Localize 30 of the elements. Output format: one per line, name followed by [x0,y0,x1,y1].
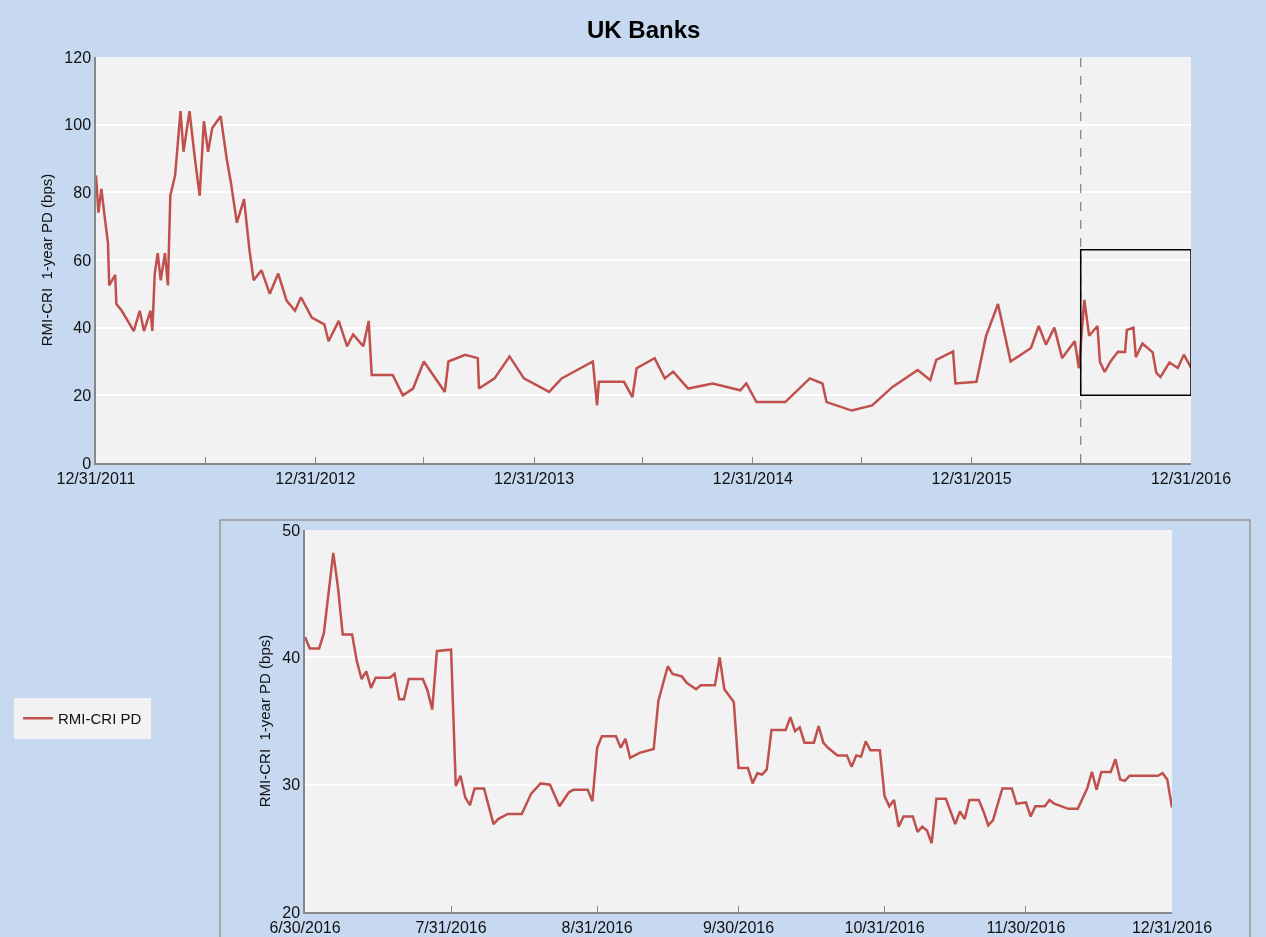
y-tick-label: 60 [73,251,92,269]
legend-label: RMI-CRI PD [58,710,142,728]
y-tick-label: 50 [282,521,301,539]
y-tick-label: 20 [73,386,92,404]
line-series [96,109,1191,412]
y-tick-label: 120 [64,48,92,66]
y-axis-title: RMI-CRI 1-year PD (bps) [256,634,273,808]
x-tick-label: 6/30/2016 [269,918,341,936]
y-tick-label: 80 [73,183,92,201]
chart-title: UK Banks [587,16,701,43]
x-tick-label: 12/31/2014 [712,469,794,487]
y-tick-label: 40 [73,319,92,337]
y-tick-label: 0 [82,454,92,472]
x-tick-label: 12/31/2015 [931,469,1012,487]
line-series [305,551,1172,845]
x-tick-label: 8/31/2016 [561,918,633,936]
x-tick-label: 9/30/2016 [702,918,775,936]
y-tick-label: 40 [282,648,301,666]
y-tick-label: 20 [282,903,301,921]
x-tick-label: 12/31/2012 [275,469,356,487]
x-tick-label: 12/31/2011 [56,469,136,487]
x-tick-label: 7/31/2016 [415,918,487,936]
x-tick-label: 12/31/2016 [1150,469,1232,487]
y-tick-label: 100 [64,116,92,134]
x-tick-label: 11/30/2016 [986,918,1066,936]
x-tick-label: 12/31/2013 [494,469,575,487]
x-tick-label: 10/31/2016 [844,918,925,936]
y-tick-label: 30 [282,776,301,794]
y-axis-title: RMI-CRI 1-year PD (bps) [38,173,56,347]
x-tick-label: 12/31/2016 [1131,918,1213,936]
